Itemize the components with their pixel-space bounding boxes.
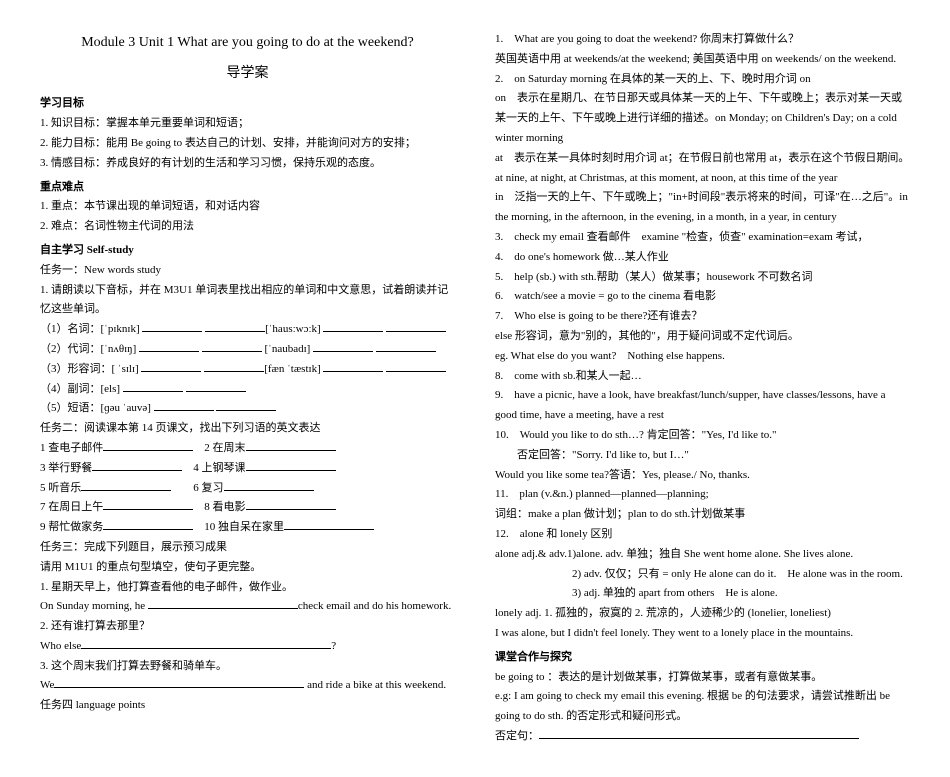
note-item: alone adj.& adv.1)alone. adv. 单独；独自 She …	[495, 545, 910, 565]
question: 3. 这个周末我们打算去野餐和骑单车。	[40, 657, 455, 677]
note-item: else 形容词，意为"别的，其他的"，用于疑问词或不定代词后。	[495, 327, 910, 347]
question-en: We and ride a bike at this weekend.	[40, 676, 455, 696]
note-item: 12. alone 和 lonely 区别	[495, 525, 910, 545]
goal-item: 1. 知识目标：掌握本单元重要单词和短语；	[40, 114, 455, 134]
fill-blank[interactable]	[141, 360, 201, 372]
note-item: 7. Who else is going to be there?还有谁去？	[495, 307, 910, 327]
note-item: 词组：make a plan 做计划；plan to do sth.计划做某事	[495, 505, 910, 525]
fill-blank[interactable]	[205, 320, 265, 332]
fill-blank[interactable]	[386, 320, 446, 332]
fill-blank[interactable]	[81, 479, 171, 491]
note-item: 2) adv. 仅仅；只有 = only He alone can do it.…	[495, 565, 910, 585]
phrase-row: 7 在周日上午 8 看电影	[40, 498, 455, 518]
task-label: 任务三：完成下列题目，展示预习成果	[40, 538, 455, 558]
question: 2. 还有谁打算去那里？	[40, 617, 455, 637]
note-item: at nine, at night, at Christmas, at this…	[495, 169, 910, 189]
task-desc: 1. 请朗读以下音标，并在 M3U1 单词表里找出相应的单词和中文意思，试着朗读…	[40, 281, 455, 321]
word-row: （5）短语：[ɡəu ˈauvə]	[40, 399, 455, 419]
coop-item: 否定句：	[495, 727, 910, 747]
task-desc: 请用 M1U1 的重点句型填空，使句子更完整。	[40, 558, 455, 578]
goal-item: 2. 能力目标：能用 Be going to 表达自己的计划、安排，并能询问对方…	[40, 134, 455, 154]
fill-blank[interactable]	[142, 320, 202, 332]
heading-goals: 学习目标	[40, 94, 455, 114]
phrase-row: 1 查电子邮件 2 在周末	[40, 439, 455, 459]
phrase-row: 3 举行野餐 4 上钢琴课	[40, 459, 455, 479]
fill-blank[interactable]	[202, 340, 262, 352]
word-row: （1）名词：[ˈpɪknɪk] [ˈhausːwɔːk]	[40, 320, 455, 340]
coop-item: e.g: I am going to check my email this e…	[495, 687, 910, 727]
note-item: 11. plan (v.&n.) planned—planned—plannin…	[495, 485, 910, 505]
fill-blank[interactable]	[81, 637, 331, 649]
note-item: 3) adj. 单独的 apart from others He is alon…	[495, 584, 910, 604]
fill-blank[interactable]	[92, 459, 182, 471]
note-item: 9. have a picnic, have a look, have brea…	[495, 386, 910, 426]
note-item: on 表示在星期几、在节日那天或具体某一天的上午、下午或晚上；表示对某一天或某一…	[495, 89, 910, 148]
note-item: in 泛指一天的上午、下午或晚上；"in+时间段"表示将来的时间，可译"在…之后…	[495, 188, 910, 228]
diff-item: 1. 重点：本节课出现的单词短语，和对话内容	[40, 197, 455, 217]
phrase-row: 9 帮忙做家务 10 独自呆在家里	[40, 518, 455, 538]
heading-selfstudy: 自主学习 Self-study	[40, 241, 455, 261]
note-item: 否定回答："Sorry. I'd like to, but I…"	[495, 446, 910, 466]
question-en: On Sunday morning, he check email and do…	[40, 597, 455, 617]
note-item: 10. Would you like to do sth…? 肯定回答："Yes…	[495, 426, 910, 446]
question: 1. 星期天早上，他打算查看他的电子邮件，做作业。	[40, 578, 455, 598]
fill-blank[interactable]	[154, 399, 214, 411]
word-row: （4）副词：[els]	[40, 380, 455, 400]
note-item: 3. check my email 查看邮件 examine "检查，侦查" e…	[495, 228, 910, 248]
note-item: 5. help (sb.) with sth.帮助（某人）做某事；housewo…	[495, 268, 910, 288]
fill-blank[interactable]	[139, 340, 199, 352]
note-item: lonely adj. 1. 孤独的，寂寞的 2. 荒凉的，人迹稀少的 (lon…	[495, 604, 910, 624]
fill-blank[interactable]	[323, 360, 383, 372]
coop-item: be going to ：表达的是计划做某事，打算做某事，或者有意做某事。	[495, 668, 910, 688]
note-item: 4. do one's homework 做…某人作业	[495, 248, 910, 268]
fill-blank[interactable]	[103, 518, 193, 530]
fill-blank[interactable]	[323, 320, 383, 332]
fill-blank[interactable]	[539, 727, 859, 739]
fill-blank[interactable]	[204, 360, 264, 372]
fill-blank[interactable]	[224, 479, 314, 491]
note-item: I was alone, but I didn't feel lonely. T…	[495, 624, 910, 644]
fill-blank[interactable]	[103, 498, 193, 510]
note-item: 英国英语中用 at weekends/at the weekend; 美国英语中…	[495, 50, 910, 70]
fill-blank[interactable]	[148, 597, 298, 609]
task-label: 任务四 language points	[40, 696, 455, 716]
fill-blank[interactable]	[186, 380, 246, 392]
fill-blank[interactable]	[246, 498, 336, 510]
question-en: Who else?	[40, 637, 455, 657]
fill-blank[interactable]	[123, 380, 183, 392]
fill-blank[interactable]	[54, 676, 304, 688]
module-title: Module 3 Unit 1 What are you going to do…	[40, 30, 455, 55]
goal-item: 3. 情感目标：养成良好的有计划的生活和学习习惯，保持乐观的态度。	[40, 154, 455, 174]
fill-blank[interactable]	[376, 340, 436, 352]
note-item: 1. What are you going to doat the weeken…	[495, 30, 910, 50]
heading-difficulty: 重点难点	[40, 178, 455, 198]
phrase-row: 5 听音乐 6 复习	[40, 479, 455, 499]
heading-coop: 课堂合作与探究	[495, 648, 910, 668]
fill-blank[interactable]	[284, 518, 374, 530]
note-item: 2. on Saturday morning 在具体的某一天的上、下、晚时用介词…	[495, 70, 910, 90]
word-row: （2）代词：[ˈnʌθɪŋ] [ˈnaubadɪ]	[40, 340, 455, 360]
note-item: 8. come with sb.和某人一起…	[495, 367, 910, 387]
fill-blank[interactable]	[313, 340, 373, 352]
diff-item: 2. 难点：名词性物主代词的用法	[40, 217, 455, 237]
note-item: at 表示在某一具体时刻时用介词 at；在节假日前也常用 at，表示在这个节假日…	[495, 149, 910, 169]
fill-blank[interactable]	[246, 439, 336, 451]
word-row: （3）形容词：[ ˈsɪlɪ] [fæn ˈtæstɪk]	[40, 360, 455, 380]
fill-blank[interactable]	[103, 439, 193, 451]
task-label: 任务一：New words study	[40, 261, 455, 281]
subtitle: 导学案	[40, 61, 455, 86]
note-item: eg. What else do you want? Nothing else …	[495, 347, 910, 367]
task-label: 任务二：阅读课本第 14 页课文，找出下列习语的英文表达	[40, 419, 455, 439]
fill-blank[interactable]	[216, 399, 276, 411]
fill-blank[interactable]	[246, 459, 336, 471]
note-item: Would you like some tea?答语：Yes, please./…	[495, 466, 910, 486]
fill-blank[interactable]	[386, 360, 446, 372]
note-item: 6. watch/see a movie = go to the cinema …	[495, 287, 910, 307]
